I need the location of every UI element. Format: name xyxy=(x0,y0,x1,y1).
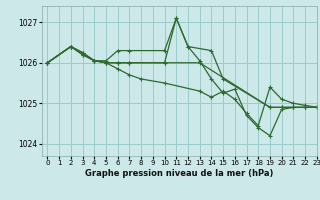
X-axis label: Graphe pression niveau de la mer (hPa): Graphe pression niveau de la mer (hPa) xyxy=(85,169,273,178)
